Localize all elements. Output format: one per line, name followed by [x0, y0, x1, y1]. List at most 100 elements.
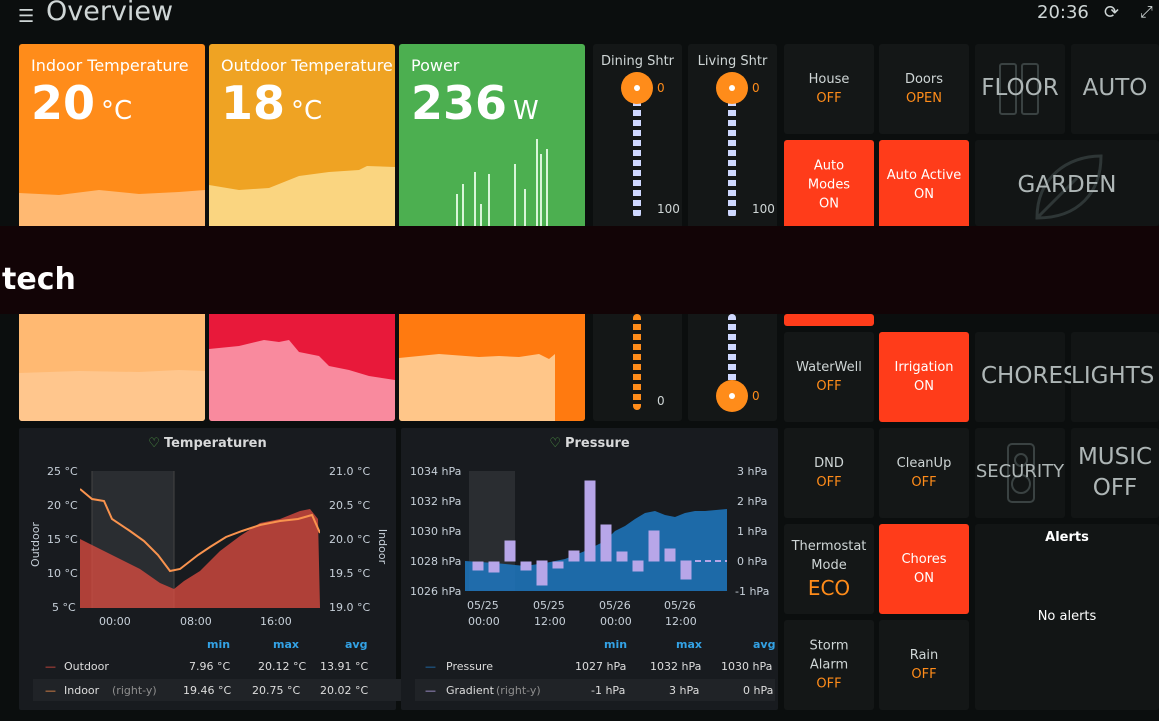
storm-alarm-button[interactable]: Storm Alarm OFF [784, 620, 874, 710]
y-tick-right: 3 hPa [737, 465, 768, 478]
security-nav-tile[interactable]: SECURITY [975, 428, 1065, 518]
page-title: Overview [46, 0, 174, 27]
chores-button[interactable]: Chores ON [879, 524, 969, 614]
alerts-panel [975, 524, 1159, 710]
legend-swatch: — [45, 684, 56, 697]
panel-title-text: Pressure [564, 436, 630, 451]
legend-header-max: max [273, 638, 299, 651]
y-tick-right: 19.5 °C [329, 567, 371, 580]
button-label: Irrigation [894, 360, 954, 375]
shutter-track [728, 100, 736, 218]
button-label: WaterWell [796, 360, 862, 375]
tile-unit: °C [291, 96, 323, 126]
auto-active-button[interactable]: Auto Active ON [879, 140, 969, 230]
alerts-title: Alerts [1045, 530, 1089, 545]
nav-label: MUSIC [1077, 444, 1153, 470]
cleanup-button[interactable]: CleanUp OFF [879, 428, 969, 518]
nav-label: GARDEN [1017, 172, 1117, 198]
dnd-button[interactable]: DND OFF [784, 428, 874, 518]
music-nav-tile[interactable]: MUSIC OFF [1071, 428, 1159, 518]
legend-row-gradient[interactable]: — Gradient (right-y) -1 hPa 3 hPa 0 hPa [415, 679, 775, 701]
refresh-icon[interactable]: ⟳ [1104, 2, 1120, 23]
button-state: ON [819, 196, 839, 212]
button-label: Rain [909, 648, 939, 663]
x-tick-time: 12:00 [665, 615, 697, 628]
legend-suffix: (right-y) [112, 684, 157, 697]
button-label-line2: Modes [807, 177, 851, 193]
x-tick: 08:00 [180, 615, 212, 628]
shutter-slider-handle[interactable] [621, 72, 653, 104]
button-state: OFF [816, 475, 842, 490]
y-tick: 10 °C [47, 567, 78, 580]
tile-value: 20 °C [31, 76, 132, 130]
chores-nav-tile[interactable]: CHORES [975, 332, 1078, 422]
y-tick-right: 1 hPa [737, 525, 768, 538]
x-tick-time: 00:00 [600, 615, 632, 628]
pressure-chart-panel[interactable]: ♡ Pressure 1034 hPa 1032 hPa 1030 hPa 102… [401, 428, 778, 710]
y-tick: 1030 hPa [410, 525, 462, 538]
shutter-label: Living Shtr [697, 54, 768, 69]
outdoor-temperature-sparkline [209, 166, 395, 421]
nav-label: LIGHTS [1071, 363, 1155, 389]
button-state: ON [914, 379, 934, 394]
tile-unit: °C [101, 96, 133, 126]
tile-value: 236 W [411, 76, 539, 130]
y-tick: 1028 hPa [410, 555, 462, 568]
button-state: ON [914, 571, 934, 586]
auto-modes-button[interactable]: Auto Modes ON [784, 140, 874, 230]
floor-nav-tile[interactable]: FLOOR [975, 44, 1065, 134]
legend-header-min: min [207, 638, 231, 651]
speaker-icon [1007, 443, 1035, 503]
shutter-slider-handle[interactable] [716, 72, 748, 104]
y-tick-right: 20.5 °C [329, 499, 371, 512]
auto-nav-tile[interactable]: AUTO [1071, 44, 1159, 134]
legend-max: 1032 hPa [650, 660, 702, 673]
tile-number: 236 [411, 76, 508, 130]
y-tick-right: 2 hPa [737, 495, 768, 508]
y-tick: 1032 hPa [410, 495, 462, 508]
legend-avg: 1030 hPa [721, 660, 773, 673]
shutter-track [633, 100, 641, 218]
legend-header-min: min [604, 638, 628, 651]
doors-button[interactable]: Doors OPEN [879, 44, 969, 134]
irrigation-button[interactable]: Irrigation ON [879, 332, 969, 422]
auto-modes-button-lower[interactable] [784, 314, 874, 326]
pressure-plot [465, 471, 727, 591]
legend-header-avg: avg [753, 638, 776, 651]
house-button[interactable]: House OFF [784, 44, 874, 134]
shutter-track-lower [633, 314, 641, 410]
waterwell-button[interactable]: WaterWell OFF [784, 332, 874, 422]
fullscreen-icon[interactable]: ⤢ [1140, 2, 1153, 21]
legend-row-indoor[interactable]: — Indoor (right-y) 19.46 °C 20.75 °C 20.… [33, 679, 407, 701]
shutter-slider-handle-lower[interactable] [716, 380, 748, 412]
thermostat-mode-button[interactable]: Thermostat Mode ECO [784, 524, 874, 614]
legend-min: -1 hPa [591, 684, 626, 697]
panel-title-text: Temperaturen [163, 436, 267, 451]
button-label: CleanUp [896, 456, 952, 471]
temperature-chart-panel[interactable]: ♡ Temperaturen Outdoor Indoor 25 °C 20 °C… [19, 428, 407, 710]
rain-button[interactable]: Rain OFF [879, 620, 969, 710]
leaf-icon [1035, 154, 1103, 220]
x-tick-time: 12:00 [534, 615, 566, 628]
button-label: Auto Active [886, 168, 962, 183]
y-tick: 20 °C [47, 499, 78, 512]
garden-nav-tile[interactable]: GARDEN [975, 140, 1159, 226]
button-label: House [808, 72, 850, 87]
x-tick: 16:00 [260, 615, 292, 628]
legend-row-outdoor[interactable]: — Outdoor 7.96 °C 20.12 °C 13.91 °C [33, 655, 407, 677]
heart-icon: ♡ [148, 436, 160, 451]
lights-nav-tile[interactable]: LIGHTS [1071, 332, 1159, 422]
clock: 20:36 [1037, 2, 1089, 23]
legend-row-pressure[interactable]: — Pressure 1027 hPa 1032 hPa 1030 hPa [415, 655, 775, 677]
legend-max: 20.75 °C [252, 684, 301, 697]
power-sparkline [399, 139, 555, 421]
shutter-top-value: 0 [657, 81, 665, 95]
button-state: OFF [816, 676, 842, 692]
menu-icon[interactable]: ☰ [18, 6, 35, 27]
heart-icon: ♡ [549, 436, 561, 451]
nav-label: CHORES [981, 363, 1078, 389]
shutter-bottom-value: 100 [752, 202, 775, 216]
y-tick-right: -1 hPa [735, 585, 770, 598]
y-tick-right: 19.0 °C [329, 601, 371, 614]
tile-label: Power [411, 56, 460, 75]
